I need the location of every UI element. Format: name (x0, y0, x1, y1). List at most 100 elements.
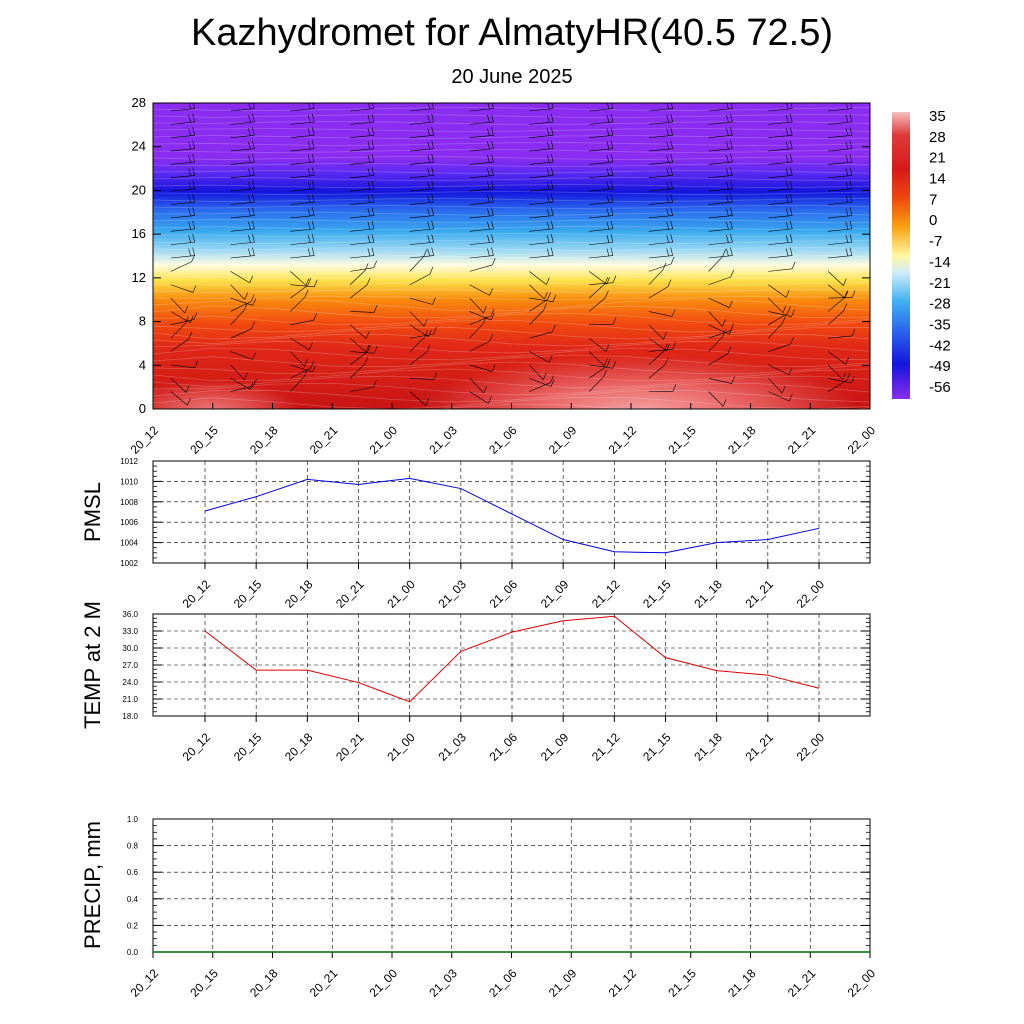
wind-barb (230, 271, 254, 284)
ytick-label: 1006 (120, 518, 138, 527)
wind-barb (529, 294, 557, 303)
wind-barb (708, 376, 736, 384)
wind-barb (469, 167, 494, 179)
wind-barb (409, 266, 434, 285)
wind-barb (170, 194, 195, 205)
xtick-label: 20_15 (231, 577, 265, 611)
isoline (153, 347, 870, 361)
wind-barb (409, 249, 428, 272)
wind-barb (828, 247, 853, 259)
wind-barb (529, 153, 554, 165)
isoline (153, 156, 870, 160)
wind-barb (648, 127, 673, 139)
wind-barb (708, 207, 733, 219)
wind-barb (469, 220, 494, 232)
wind-barb (469, 207, 494, 219)
isoline (153, 205, 870, 209)
wind-barb (529, 364, 547, 380)
wind-barb (768, 140, 793, 152)
wind-barb (170, 331, 193, 352)
xtick-label: 21_09 (546, 966, 580, 1000)
profile-xtick-label: 21_00 (367, 423, 401, 457)
wind-barb (529, 351, 553, 363)
wind-barb (648, 309, 676, 317)
profile-ytick-label: 0 (139, 401, 146, 416)
wind-barb (828, 140, 853, 152)
wind-barb (469, 257, 496, 272)
wind-barb (589, 153, 614, 165)
isoline (153, 149, 870, 153)
xtick-label: 20_12 (180, 577, 214, 611)
wind-barb (290, 127, 315, 139)
wind-barb (409, 311, 428, 327)
wind-barb (469, 311, 495, 321)
wind-barb (648, 343, 668, 366)
wind-barb (529, 113, 554, 125)
wind-barb (350, 113, 375, 125)
wind-barb (409, 324, 432, 338)
wind-barb (828, 127, 853, 139)
xtick-label: 21_06 (486, 966, 520, 1000)
xtick-label: 20_18 (247, 966, 281, 1000)
wind-barb (827, 271, 847, 286)
colorbar-label: 35 (929, 108, 946, 125)
wind-barb (290, 113, 315, 125)
wind-barb (529, 140, 554, 152)
profile-xtick-label: 21_21 (785, 423, 819, 457)
profile-ytick-label: 4 (139, 357, 146, 372)
isoline (153, 334, 870, 347)
wind-barb (648, 167, 673, 179)
wind-barb (828, 220, 853, 232)
wind-barb (170, 103, 195, 112)
wind-barb (828, 167, 853, 179)
ytick-label: 1012 (120, 457, 138, 466)
wind-barb (768, 391, 793, 402)
isoline (153, 254, 870, 258)
wind-barb (409, 234, 434, 245)
wind-barb (589, 317, 617, 326)
wind-barb (708, 346, 732, 366)
wind-barb (768, 194, 793, 205)
wind-barb (529, 127, 554, 139)
wind-barb (290, 140, 315, 152)
wind-barb (708, 297, 733, 308)
ytick-label: 33.0 (122, 627, 138, 636)
isoline (153, 212, 870, 216)
wind-barb (768, 153, 793, 165)
wind-barb (529, 220, 554, 232)
wind-barb (170, 247, 195, 259)
wind-barb (350, 103, 375, 112)
line-panel: 1002 1004 1006 1008 1010 1012 20_12 20_15 20_18 2… (80, 457, 871, 611)
wind-barb (529, 234, 554, 245)
wind-barb (768, 220, 793, 232)
wind-barb (230, 284, 248, 300)
xtick-label: 21_12 (606, 966, 640, 1000)
wind-barb (768, 234, 793, 245)
profile-ytick-label: 28 (132, 95, 146, 110)
isoline (153, 114, 870, 118)
wind-barb (469, 194, 494, 205)
wind-barb (768, 336, 794, 352)
wind-barb (170, 167, 195, 179)
profile-xtick-label: 21_03 (426, 423, 460, 457)
wind-barb (230, 180, 255, 192)
wind-barb (170, 360, 198, 369)
wind-barb (230, 113, 255, 125)
xtick-label: 21_12 (589, 730, 623, 764)
isoline (153, 289, 870, 293)
wind-barb (409, 127, 434, 139)
wind-barb (350, 247, 375, 259)
ytick-label: 0.2 (127, 921, 139, 930)
wind-barb (230, 103, 255, 112)
ytick-label: 0.6 (127, 868, 139, 877)
xtick-label: 20_15 (231, 730, 265, 764)
isoline (153, 184, 870, 188)
wind-barb (350, 140, 375, 152)
xtick-label: 21_06 (487, 730, 521, 764)
wind-barb (230, 351, 256, 360)
wind-barb (409, 207, 434, 219)
isoline (153, 219, 870, 223)
xtick-label: 21_09 (538, 730, 572, 764)
wind-barb (529, 271, 550, 285)
wind-barb (349, 263, 369, 285)
